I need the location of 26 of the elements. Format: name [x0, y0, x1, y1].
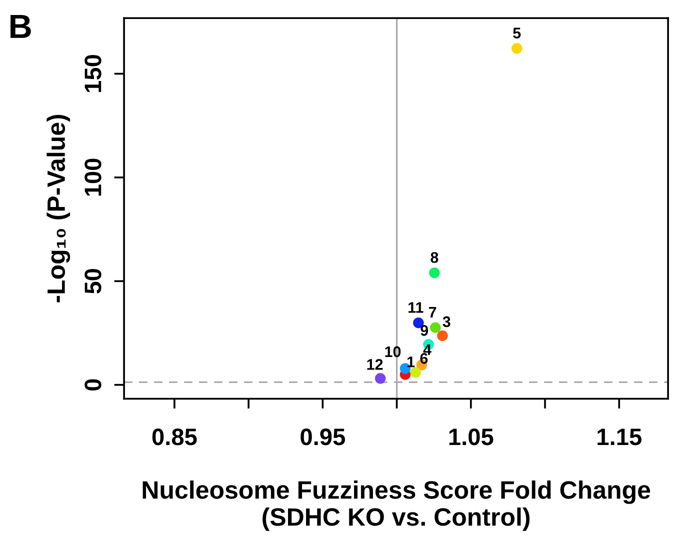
- annotation: 8: [430, 252, 438, 263]
- x-tick-label: 1.15: [598, 428, 642, 446]
- point: [429, 267, 440, 278]
- point: [374, 373, 386, 384]
- point: [410, 367, 421, 378]
- y-axis-title: -Log₁₀ (P-Value): [46, 114, 70, 302]
- annotation: 1: [408, 356, 415, 368]
- x-axis-title: Nucleosome Fuzziness Score Fold Change (SDHC KO vs. Control): [142, 480, 650, 531]
- x-tick-label: 0.95: [300, 428, 345, 446]
- annotation: 5: [513, 28, 521, 38]
- point: [511, 43, 522, 54]
- x-tick-label: 0.85: [152, 428, 197, 446]
- annotation: 3: [442, 316, 450, 328]
- point: [437, 330, 448, 342]
- y-tick-label: 150: [84, 55, 102, 92]
- text: B: [10, 14, 31, 38]
- y-tick-label: 100: [84, 158, 102, 196]
- x-tick-label: 1.05: [449, 428, 494, 446]
- y-tick-label: 0: [84, 379, 102, 390]
- annotation: 9: [420, 325, 428, 336]
- annotation: 7: [428, 306, 436, 318]
- annotation: 11: [408, 302, 424, 313]
- point: [430, 322, 441, 333]
- annotation: 12: [367, 359, 383, 370]
- y-tick-label: 50: [84, 268, 102, 294]
- annotation: 10: [385, 346, 401, 358]
